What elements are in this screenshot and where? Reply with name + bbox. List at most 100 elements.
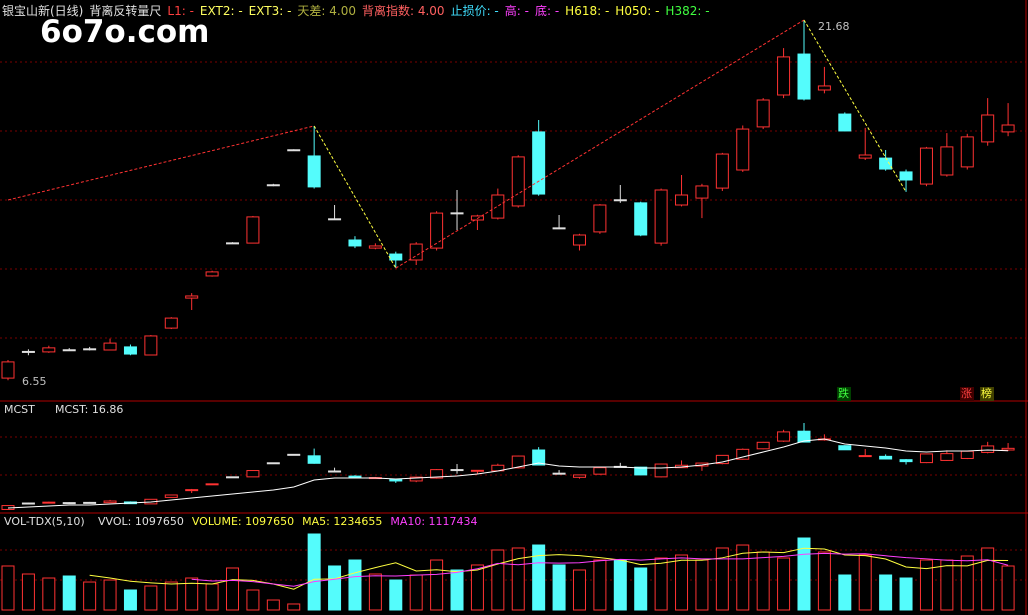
- indicator: 天差: 4.00: [297, 4, 356, 18]
- candle-body: [246, 470, 260, 478]
- badge: 涨: [961, 387, 972, 400]
- candle-body: [409, 243, 423, 261]
- volume-bar: [246, 589, 260, 611]
- candle-body: [858, 455, 872, 458]
- badge-box: [837, 387, 851, 401]
- indicator: H382: -: [665, 4, 710, 18]
- candle-body: [21, 350, 35, 353]
- header: 银宝山新(日线) 背离反转量尺 L1: - EXT2: - EXT3: - 天差: 4.0…: [2, 2, 716, 19]
- volume-bar: [981, 547, 995, 611]
- indicator: H618: -: [565, 4, 610, 18]
- volume-bar: [1001, 565, 1015, 611]
- candle-body: [654, 189, 668, 244]
- candle-body: [185, 489, 199, 492]
- candle-body: [654, 463, 668, 478]
- volume-bar: [348, 559, 362, 611]
- volume-bar: [144, 585, 158, 611]
- volume-bar: [205, 583, 219, 611]
- badge-box: [980, 387, 994, 401]
- ma-line: [89, 547, 1009, 590]
- indicator: EXT3: -: [248, 4, 292, 18]
- volume-bar: [899, 577, 913, 611]
- candle-body: [940, 146, 954, 176]
- volume-bar: [511, 547, 525, 611]
- indicator: 背离指数: 4.00: [361, 4, 445, 18]
- volume-bar: [470, 564, 484, 611]
- candle-body: [389, 479, 403, 482]
- volume-bar: [287, 603, 301, 611]
- badge: 榜: [981, 386, 992, 400]
- candle-body: [511, 156, 525, 207]
- volume-bar: [491, 549, 505, 611]
- candle-body: [307, 455, 321, 464]
- candle-body: [430, 212, 444, 249]
- volume-bar: [940, 559, 954, 611]
- candle-body: [838, 113, 852, 132]
- volume-bar: [123, 589, 137, 611]
- candle-body: [164, 317, 178, 329]
- candle-body: [205, 483, 219, 486]
- zigzag: [313, 125, 397, 269]
- candle-body: [1001, 124, 1015, 133]
- volume-bar: [185, 577, 199, 611]
- min-label: 6.55: [22, 375, 47, 388]
- candle-body: [185, 295, 199, 299]
- candle-body: [348, 475, 362, 479]
- candle-body: [756, 441, 770, 450]
- panel-legend: MA10: 1117434: [390, 515, 477, 528]
- volume-bar: [409, 574, 423, 611]
- mcst-line: [7, 438, 1009, 509]
- candle-body: [450, 469, 464, 472]
- candle-body: [736, 448, 750, 460]
- volume-bar: [226, 567, 240, 611]
- volume-bar: [1, 565, 15, 611]
- candle-body: [83, 501, 97, 504]
- volume-bar: [654, 557, 668, 611]
- volume-bar: [797, 537, 811, 611]
- candle-body: [368, 245, 382, 249]
- candle-body: [715, 454, 729, 465]
- candle-body: [266, 184, 280, 187]
- candle-body: [491, 194, 505, 219]
- badge-box: [960, 387, 974, 401]
- candle-body: [879, 157, 893, 170]
- volume-bar: [430, 559, 444, 611]
- candle-body: [552, 472, 566, 475]
- volume-bar: [389, 579, 403, 611]
- candle-body: [226, 242, 240, 245]
- volume-bar: [552, 564, 566, 611]
- volume-bar: [572, 569, 586, 611]
- candle-body: [777, 431, 791, 442]
- volume-bar: [62, 575, 76, 611]
- candle-body: [42, 347, 56, 353]
- candle-body: [103, 500, 117, 504]
- volume-bar: [83, 581, 97, 611]
- candle-body: [1, 361, 15, 379]
- candle-body: [736, 128, 750, 171]
- panel-title: VOL-TDX(5,10): [4, 515, 85, 528]
- candle-body: [42, 501, 56, 504]
- indicator: 止损价: -: [450, 4, 499, 18]
- badge: 跌: [838, 386, 849, 400]
- candle-body: [838, 445, 852, 451]
- watermark: 6o7o.com: [40, 14, 210, 50]
- candle-body: [634, 466, 648, 476]
- panel-title: MCST: [4, 403, 35, 416]
- grid: [0, 61, 1026, 581]
- candle-body: [899, 171, 913, 181]
- candle-body: [1001, 447, 1015, 451]
- volume-bar: [715, 547, 729, 611]
- candle-body: [756, 99, 770, 128]
- volume-bar: [858, 554, 872, 611]
- panel-legend: VOLUME: 1097650: [192, 515, 294, 528]
- candle-body: [83, 348, 97, 351]
- candle-body: [226, 476, 240, 479]
- volume-bar: [164, 581, 178, 611]
- candle-body: [123, 346, 137, 355]
- volume-bar: [21, 573, 35, 611]
- ma-line: [191, 552, 1009, 587]
- candle-body: [981, 445, 995, 453]
- candle-body: [246, 216, 260, 244]
- volume-bar: [634, 567, 648, 611]
